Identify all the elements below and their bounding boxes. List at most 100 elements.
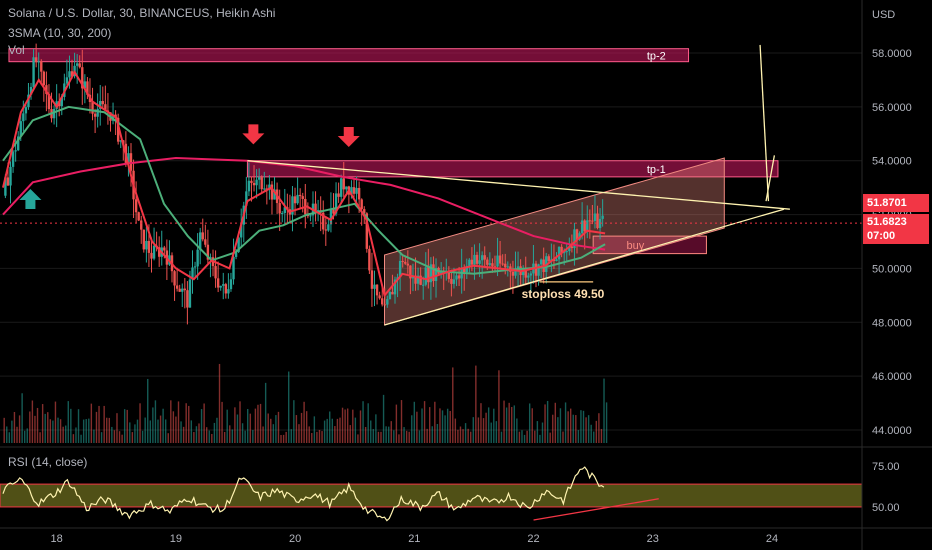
volume-bar [262,426,264,443]
lower-trendline [384,208,785,326]
candle-body [586,220,589,232]
volume-bar [418,430,421,443]
price-tick-label: 48.0000 [872,317,912,329]
price-tick-label: 54.0000 [872,156,912,168]
candle-body [37,61,40,63]
candle-body [257,177,261,180]
candle-body [250,180,253,183]
volume-bar [172,411,175,443]
indicator-legend[interactable]: 3SMA (10, 30, 200) [8,26,112,40]
candle-body [373,284,376,289]
volume-bar [195,426,198,443]
volume-bar [277,411,280,443]
volume-bar [400,400,403,443]
candle-body [470,259,474,265]
volume-bar [536,421,539,443]
candle-body [188,279,192,308]
volume-bar [531,408,533,443]
candle-body [240,224,243,238]
volume-bar [216,417,218,443]
time-tick-label: 18 [51,533,63,545]
volume-bar [147,378,149,443]
candle-body [157,247,161,257]
volume-bar [141,430,144,443]
volume-bar [567,411,569,443]
close-price-value: 51.6823 [867,216,907,228]
volume-bar [380,431,382,443]
volume-bar [472,417,474,443]
candle-body [568,246,571,252]
volume-bar [70,408,72,443]
volume-bar [162,408,164,443]
candle-body [393,279,397,295]
volume-bar [429,407,431,443]
candle-body [486,259,489,265]
candle-body [334,193,338,214]
volume-bar [280,434,282,443]
candle-body [91,102,94,114]
candle-body [363,209,366,214]
trend-lines: stoploss 49.50 [0,44,862,326]
volume-bar [254,408,257,443]
candle-body [255,179,258,186]
candle-body [593,213,597,221]
candle-body [365,213,369,249]
volume-bar [577,430,580,443]
volume-bar [264,382,267,443]
candle-body [422,284,425,286]
volume-bar [331,418,333,443]
candle-body [314,203,317,211]
candle-body [175,285,179,289]
candle-body [316,210,320,212]
upper-trendline [247,160,790,210]
volume-bar [498,370,500,443]
candle-body [163,247,166,251]
volume-bar [252,430,254,443]
candle-body [183,288,187,291]
volume-bar [503,400,505,443]
volume-bar [270,418,272,443]
candle-body [68,71,71,78]
candle-body [447,272,451,279]
volume-bar [154,400,157,443]
candle-body [583,220,586,232]
time-tick-label: 20 [289,533,301,545]
candle-body [224,284,228,294]
candle-body [70,71,74,77]
volume-bar [462,429,464,443]
price-tick-label: 46.0000 [872,371,912,383]
volume-bar [464,423,467,443]
candle-body [455,275,458,280]
volume-bar [95,411,98,443]
candle-body [350,187,353,195]
rsi-legend[interactable]: RSI (14, close) [8,455,88,469]
volume-bar [98,405,100,443]
rsi-tick-label: 50.00 [872,502,900,514]
candle-body [119,140,122,142]
candle-body [17,136,20,151]
volume-bar [421,408,423,443]
candle-body [524,268,527,278]
candle-body [565,251,568,253]
volume-bar [346,408,349,443]
candle-body [78,63,81,68]
volume-bar [11,420,13,443]
candle-body [539,259,543,265]
volume-bar [470,431,472,443]
volume-bar [467,428,469,443]
candle-body [401,260,404,262]
candle-body [506,266,509,268]
volume-bar [75,427,77,443]
candle-body [196,249,199,267]
candle-body [237,237,240,252]
volume-legend[interactable]: Vol [8,43,25,57]
volume-bar [16,426,18,443]
volume-bar [349,425,351,443]
candle-body [391,291,394,295]
price-tick-label: 50.0000 [872,263,912,275]
volume-bar [541,422,544,443]
candle-body [229,279,233,290]
rsi-tick-label: 75.00 [872,461,900,473]
volume-bar [526,430,528,443]
